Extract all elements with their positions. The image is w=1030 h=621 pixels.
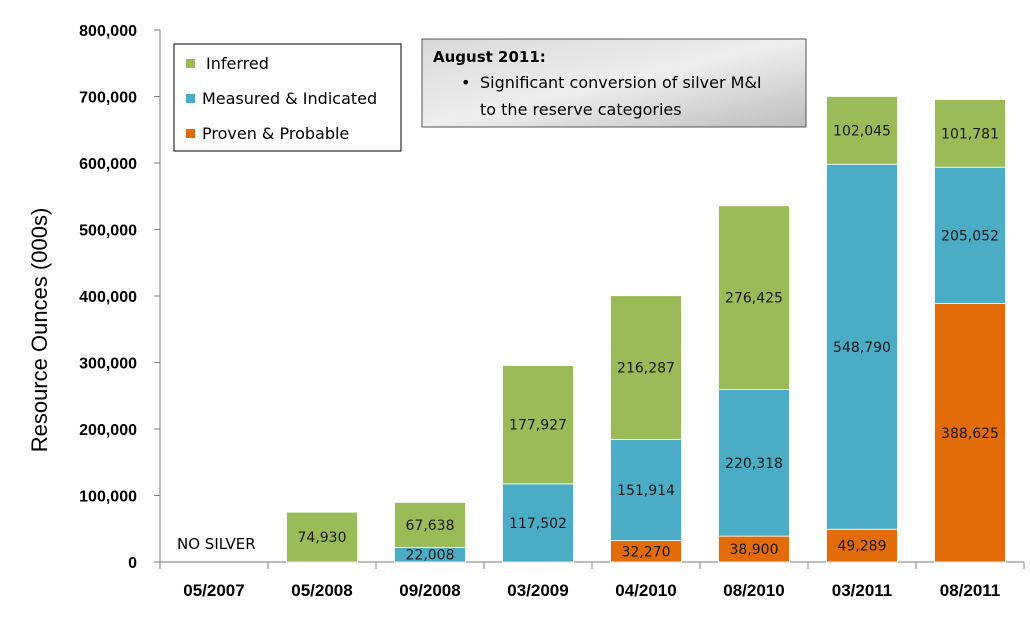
bar-segment-proven-probable <box>826 528 898 563</box>
bar-segment-inferred <box>286 511 358 563</box>
bars <box>286 96 1006 563</box>
note-title: August 2011: <box>433 48 546 66</box>
y-tick-label: 300,000 <box>79 356 137 373</box>
bar-segment-measured-indicated <box>718 389 790 537</box>
x-tick-label: 03/2011 <box>832 581 893 600</box>
data-label-proven-probable: 32,270 <box>622 544 671 560</box>
data-label-inferred: 177,927 <box>509 418 567 434</box>
legend-label-inferred: Inferred <box>206 54 269 73</box>
data-label-proven-probable: 38,900 <box>730 542 779 558</box>
data-label-measured-indicated: 151,914 <box>617 483 675 499</box>
bar-segment-measured-indicated <box>934 166 1006 304</box>
data-label-measured-indicated: 22,008 <box>406 548 455 564</box>
no-silver-label: NO SILVER <box>177 535 256 553</box>
bar-segment-proven-probable <box>718 535 790 563</box>
bar-segment-proven-probable <box>934 303 1006 563</box>
legend-label-measured-indicated: Measured & Indicated <box>202 89 377 108</box>
bar-segment-measured-indicated <box>610 439 682 541</box>
x-tick-label: 08/2010 <box>723 581 784 600</box>
y-tick-label: 0 <box>128 555 137 572</box>
data-label-proven-probable: 388,625 <box>941 426 999 442</box>
data-label-inferred: 74,930 <box>298 530 347 546</box>
data-label-measured-indicated: 117,502 <box>509 516 567 532</box>
y-tick-label: 500,000 <box>79 223 137 240</box>
bar-segment-measured-indicated <box>826 163 898 530</box>
x-tick-label: 03/2009 <box>507 581 568 600</box>
data-label-inferred: 102,045 <box>833 123 891 139</box>
legend-swatch-measured-indicated <box>186 94 195 103</box>
data-label-measured-indicated: 220,318 <box>725 456 783 472</box>
y-tick-label: 100,000 <box>79 489 137 506</box>
note-line-1: Significant conversion of silver M&I <box>480 73 762 92</box>
x-tick-label: 04/2010 <box>615 581 676 600</box>
data-labels: 74,930 22,008 67,638 117,502 177,927 32,270 15… <box>298 123 999 563</box>
data-label-inferred: 276,425 <box>725 291 783 307</box>
data-label-inferred: 216,287 <box>617 361 675 377</box>
legend-swatch-inferred <box>186 59 195 68</box>
x-tick-label: 05/2008 <box>291 581 352 600</box>
bar-segment-inferred <box>394 501 466 548</box>
y-tick-label: 200,000 <box>79 422 137 439</box>
y-tick-label: 600,000 <box>79 156 137 173</box>
bar-segment-inferred <box>718 205 790 391</box>
x-tick-label: 09/2008 <box>399 581 460 600</box>
bar-segment-measured-indicated <box>502 483 574 563</box>
bar-segment-inferred <box>502 365 574 485</box>
legend: Inferred Measured & Indicated Proven & P… <box>173 43 402 152</box>
legend-swatch-proven-probable <box>186 129 195 138</box>
x-tick-label: 08/2011 <box>940 581 1001 600</box>
y-axis-label: Resource Ounces (000s) <box>27 208 52 453</box>
data-label-measured-indicated: 205,052 <box>941 228 999 244</box>
bar-segment-inferred <box>610 295 682 440</box>
note-box <box>421 38 807 128</box>
note-line-2: to the reserve categories <box>480 100 682 119</box>
y-tick-label: 700,000 <box>79 90 137 107</box>
bar-segment-inferred <box>934 99 1006 168</box>
axes: 0 100,000 200,000 300,000 400,000 500,000 600,… <box>79 23 1025 600</box>
data-label-proven-probable: 49,289 <box>838 539 887 555</box>
annotation-note: August 2011: • Significant conversion of… <box>421 38 807 128</box>
legend-label-proven-probable: Proven & Probable <box>202 124 349 143</box>
bar-segment-inferred <box>826 96 898 165</box>
data-label-inferred: 101,781 <box>941 126 999 142</box>
note-bullet: • <box>461 73 470 92</box>
y-tick-label: 800,000 <box>79 23 137 40</box>
data-label-measured-indicated: 548,790 <box>833 340 891 356</box>
x-tick-label: 05/2007 <box>183 581 244 600</box>
legend-box <box>173 43 402 152</box>
y-tick-label: 400,000 <box>79 289 137 306</box>
data-label-inferred: 67,638 <box>406 518 455 534</box>
